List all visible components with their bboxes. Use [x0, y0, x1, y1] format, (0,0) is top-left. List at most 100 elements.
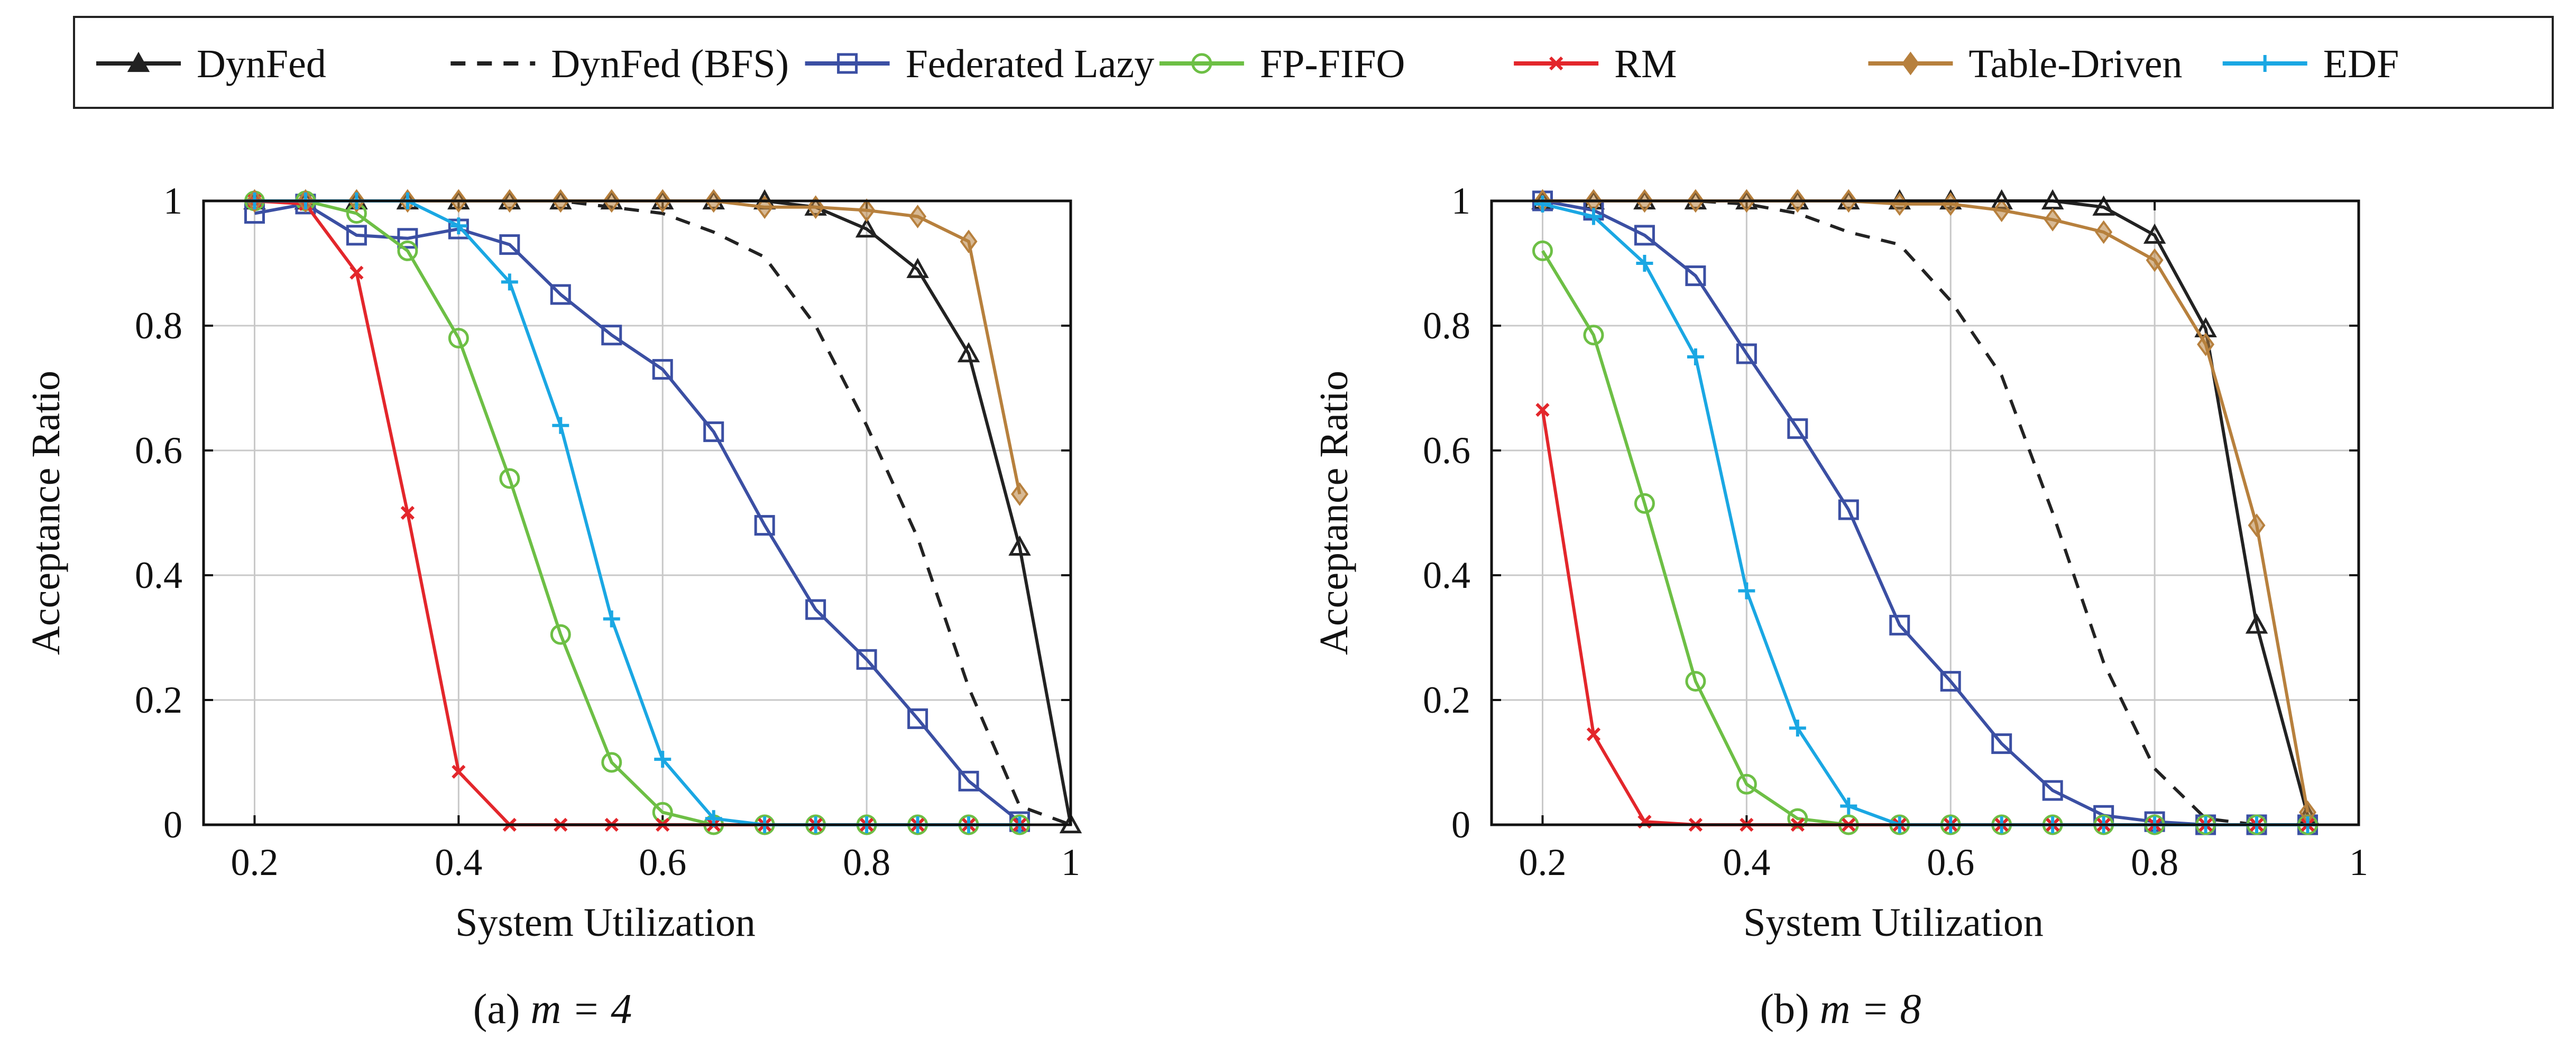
chart-a-point-rm-4	[452, 765, 466, 779]
legend-label-federated-lazy: Federated Lazy	[906, 42, 1155, 86]
legend-marker-fp-fifo	[1191, 53, 1212, 74]
chart-a-caption-math: m = 4	[531, 986, 632, 1033]
chart-b-caption: (b) m = 8	[1760, 986, 1921, 1033]
chart-b-line-dynfed	[1542, 199, 2310, 816]
chart-a-series-fp-fifo	[244, 190, 1031, 835]
chart-a-ytick-0: 0	[163, 804, 182, 846]
chart-b-point-table-driven-8	[1942, 192, 1959, 216]
chart-a-point-dynfed-15	[1008, 535, 1031, 556]
chart-b-xtick-0-6: 0.6	[1927, 841, 1974, 883]
legend-label-rm: RM	[1614, 42, 1677, 86]
chart-a-point-federated-lazy-8	[652, 359, 673, 380]
chart-b-point-dynfed-11	[2092, 195, 2115, 216]
chart-b-point-edf-2	[1636, 255, 1653, 272]
chart-a-point-table-driven-13	[909, 205, 927, 228]
chart-b-ylabel: Acceptance Ratio	[1312, 371, 1356, 655]
chart-a-point-federated-lazy-6	[550, 284, 571, 305]
chart-b-ytick-0-8: 0.8	[1423, 305, 1470, 347]
legend-marker-rm	[1549, 56, 1563, 71]
chart-a-point-table-driven-15	[1011, 482, 1029, 506]
legend-item-federated-lazy: Federated Lazy	[805, 42, 1155, 86]
chart-a-point-federated-lazy-11	[805, 599, 826, 620]
chart-b-point-federated-lazy-2	[1634, 225, 1655, 246]
chart-b-point-federated-lazy-6	[1838, 499, 1859, 520]
chart-a-point-fp-fifo-5	[499, 468, 520, 489]
chart-m4: 0.2 0.4 0.6 0.8 1 0 0.2 0.4 0.6 0.8 1 System Utiliz…	[24, 180, 1082, 1033]
chart-b-ytick-1: 1	[1451, 180, 1470, 222]
chart-a-point-edf-6	[552, 417, 569, 434]
chart-a-point-dynfed-12	[855, 217, 878, 238]
chart-b-point-fp-fifo-3	[1685, 671, 1706, 692]
chart-b-ytick-0-2: 0.2	[1423, 679, 1470, 721]
chart-a-line-rm	[254, 199, 1020, 826]
legend-item-table-driven: Table-Driven	[1868, 42, 2182, 86]
chart-m8: 0.2 0.4 0.6 0.8 1 0 0.2 0.4 0.6 0.8 1 System Utiliz…	[1312, 180, 2368, 1033]
chart-b-point-edf-4	[1738, 582, 1755, 600]
chart-b-point-edf-1	[1585, 208, 1602, 225]
chart-a-xtick-0-6: 0.6	[639, 841, 686, 883]
legend-label-table-driven: Table-Driven	[1968, 42, 2182, 86]
legend-item-fp-fifo: FP-FIFO	[1159, 42, 1405, 86]
chart-b-point-table-driven-7	[1891, 192, 1909, 216]
chart-a-point-edf-5	[501, 273, 518, 291]
chart-a-point-table-driven-14	[960, 229, 978, 254]
chart-b-ytick-0: 0	[1451, 804, 1470, 846]
chart-a-caption-prefix: (a)	[473, 986, 531, 1033]
chart-a-ytick-0-2: 0.2	[135, 679, 182, 721]
legend-marker-dynfed	[127, 51, 150, 72]
legend-svg: DynFed DynFed (BFS) Federated Lazy FP-FIFO R…	[96, 42, 2399, 86]
chart-a-point-fp-fifo-6	[550, 624, 571, 645]
chart-a-ylabel: Acceptance Ratio	[24, 371, 68, 655]
chart-b-point-federated-lazy-4	[1736, 343, 1757, 364]
chart-b-point-fp-fifo-5	[1787, 808, 1808, 829]
chart-b-point-federated-lazy-9	[1991, 733, 2012, 754]
chart-b-grid	[1492, 200, 2360, 826]
chart-a-point-table-driven-12	[858, 198, 876, 223]
chart-b-point-table-driven-12	[2146, 248, 2164, 272]
chart-a-point-rm-2	[349, 265, 364, 280]
chart-a-ytick-0-4: 0.4	[135, 554, 182, 596]
chart-b-point-table-driven-9	[1993, 198, 2011, 223]
chart-a-series-edf	[246, 192, 1028, 833]
chart-a-line-edf	[254, 199, 1020, 826]
chart-b-point-table-driven-11	[2095, 220, 2113, 244]
chart-b-point-federated-lazy-3	[1685, 265, 1706, 287]
chart-b-point-fp-fifo-4	[1736, 773, 1757, 795]
chart-b-point-edf-3	[1687, 348, 1704, 365]
chart-b-xlabel: System Utilization	[1743, 900, 2044, 945]
chart-b-series-dynfed	[1531, 189, 2319, 824]
legend-item-dynfed: DynFed	[96, 42, 326, 86]
chart-a-series-rm	[247, 194, 1027, 832]
chart-a-point-fp-fifo-7	[601, 752, 622, 773]
chart-b-point-federated-lazy-10	[2042, 780, 2063, 801]
chart-a-point-rm-3	[400, 505, 415, 520]
legend-item-edf: EDF	[2222, 42, 2399, 86]
chart-b-point-dynfed-12	[2143, 223, 2166, 244]
chart-b-ytick-0-4: 0.4	[1423, 554, 1470, 596]
chart-a-point-fp-fifo-3	[397, 240, 418, 261]
chart-b-point-federated-lazy-7	[1889, 614, 1910, 635]
chart-a-ytick-0-8: 0.8	[135, 305, 182, 347]
chart-a-xlabel: System Utilization	[455, 900, 756, 945]
chart-a-xtick-0-2: 0.2	[231, 841, 278, 883]
chart-a-point-fp-fifo-4	[448, 328, 469, 349]
chart-a-grid	[204, 200, 1072, 826]
legend-label-fp-fifo: FP-FIFO	[1260, 42, 1405, 86]
chart-b-line-dynfed-bfs	[1542, 199, 2308, 826]
chart-a-plot-frame	[202, 199, 1072, 826]
chart-a-xtick-0-8: 0.8	[843, 841, 890, 883]
chart-b-point-table-driven-10	[2044, 208, 2062, 232]
chart-a-series-federated-lazy	[244, 194, 1031, 832]
chart-b-point-fp-fifo-0	[1532, 240, 1553, 261]
chart-a-point-edf-7	[603, 610, 620, 628]
chart-b-line-table-driven	[1542, 199, 2310, 813]
chart-b-xtick-0-8: 0.8	[2131, 841, 2178, 883]
chart-a-point-federated-lazy-9	[703, 421, 724, 443]
chart-a-ytick-0-6: 0.6	[135, 429, 182, 472]
legend-marker-federated-lazy	[837, 53, 858, 74]
chart-b-point-edf-0	[1534, 195, 1551, 213]
chart-b-point-edf-5	[1789, 720, 1806, 737]
chart-b-line-rm	[1541, 409, 2308, 826]
chart-a-point-dynfed-14	[957, 342, 980, 363]
chart-a-point-federated-lazy-13	[907, 708, 928, 729]
